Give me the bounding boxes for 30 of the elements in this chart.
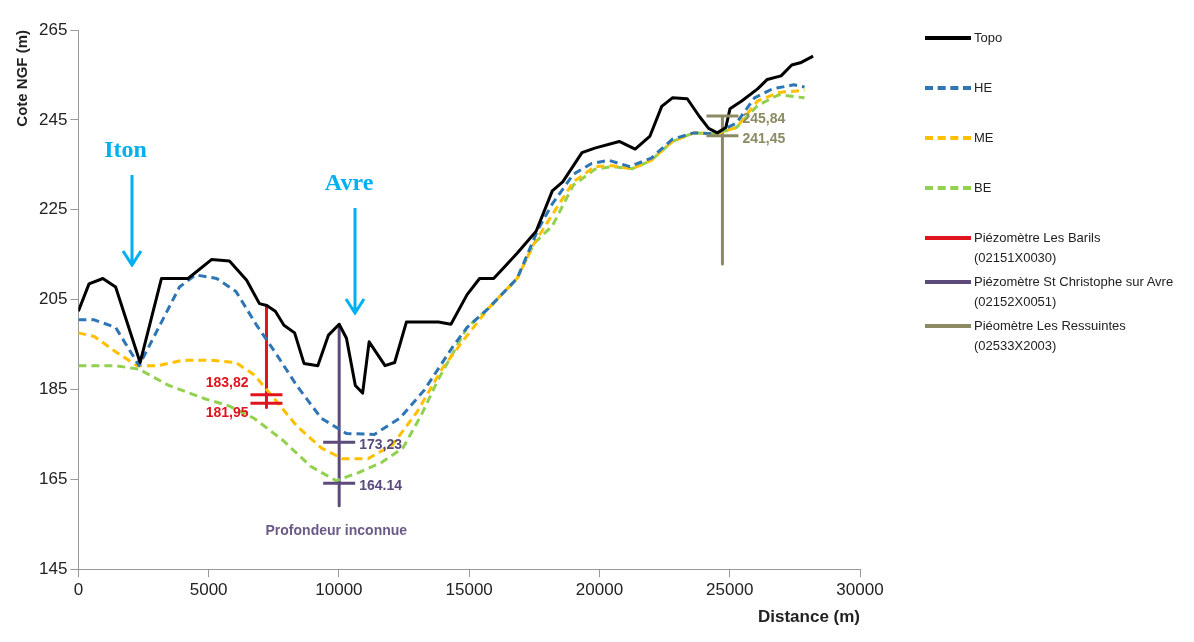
legend-label: HE <box>974 79 993 97</box>
y-tick-label: 205 <box>38 289 68 309</box>
y-tick-label: 245 <box>38 109 68 129</box>
x-tick-label: 10000 <box>315 580 363 600</box>
x-tick-label: 5000 <box>189 580 228 600</box>
annotation: 164.14 <box>359 477 403 494</box>
y-tick-label: 145 <box>38 558 68 578</box>
y-axis-title: Cote NGF (m) <box>13 30 31 127</box>
x-axis-title: Distance (m) <box>757 607 860 627</box>
annotation: Avre <box>324 169 374 196</box>
x-tick-label: 30000 <box>836 580 884 600</box>
x-tick-label: 15000 <box>445 580 493 600</box>
y-tick-label: 185 <box>38 379 68 399</box>
annotation: Iton <box>104 135 147 162</box>
annotation: 181,95 <box>205 404 249 421</box>
legend-label: Piéomètre Les Ressuintes (02533X2003) <box>974 317 1127 355</box>
annotation: Profondeur inconnue <box>265 522 408 539</box>
y-tick-label: 165 <box>38 469 68 489</box>
y-tick-label: 225 <box>38 199 68 219</box>
legend-label: Piézomètre St Christophe sur Avre (02152X0051) <box>974 273 1175 311</box>
legend-label: BE <box>974 179 992 197</box>
x-tick-label: 20000 <box>575 580 624 600</box>
legend-label: Topo <box>974 29 1003 47</box>
x-tick-label: 25000 <box>706 580 754 600</box>
annotation: 183,82 <box>205 373 249 390</box>
legend-label: ME <box>974 129 994 147</box>
annotation: 241,45 <box>742 129 786 146</box>
legend-label: Piézomètre Les Barils (02151X0030) <box>974 229 1102 267</box>
x-tick-label: 0 <box>73 580 84 600</box>
y-tick-label: 265 <box>38 19 68 39</box>
